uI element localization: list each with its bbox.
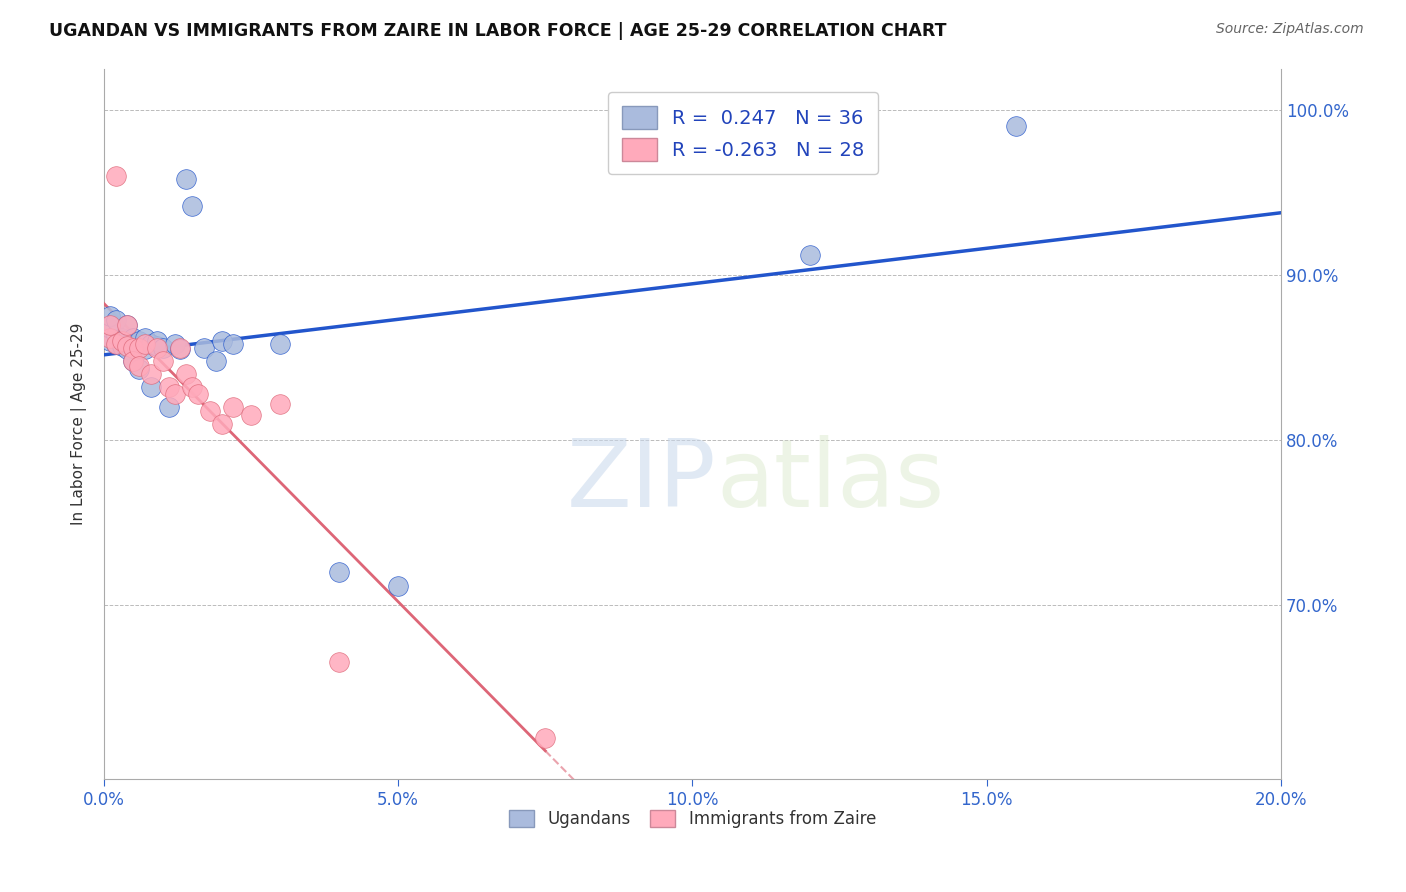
Point <box>328 655 350 669</box>
Point <box>157 400 180 414</box>
Point <box>134 331 156 345</box>
Point <box>157 380 180 394</box>
Point <box>122 339 145 353</box>
Point <box>222 337 245 351</box>
Point <box>169 341 191 355</box>
Legend: Ugandans, Immigrants from Zaire: Ugandans, Immigrants from Zaire <box>502 803 883 835</box>
Point <box>117 339 139 353</box>
Point <box>269 397 291 411</box>
Point <box>387 579 409 593</box>
Point <box>104 312 127 326</box>
Point <box>163 387 186 401</box>
Point <box>117 343 139 357</box>
Point <box>122 331 145 345</box>
Point <box>240 409 263 423</box>
Point <box>110 334 132 348</box>
Point <box>122 341 145 355</box>
Point <box>193 341 215 355</box>
Point <box>104 337 127 351</box>
Point <box>146 334 169 348</box>
Point <box>98 334 121 348</box>
Point <box>163 337 186 351</box>
Point <box>128 362 150 376</box>
Point <box>146 341 169 355</box>
Point <box>269 337 291 351</box>
Point <box>176 367 198 381</box>
Point <box>799 248 821 262</box>
Point <box>128 359 150 373</box>
Point <box>169 343 191 357</box>
Point <box>104 169 127 183</box>
Point <box>98 321 121 335</box>
Point <box>146 339 169 353</box>
Point <box>139 367 162 381</box>
Point <box>152 354 174 368</box>
Point <box>152 341 174 355</box>
Point <box>98 310 121 324</box>
Point <box>110 331 132 345</box>
Point <box>187 387 209 401</box>
Point <box>198 403 221 417</box>
Point <box>117 318 139 332</box>
Point <box>134 337 156 351</box>
Point <box>104 327 127 342</box>
Point <box>181 199 204 213</box>
Point <box>176 172 198 186</box>
Point <box>128 341 150 355</box>
Text: UGANDAN VS IMMIGRANTS FROM ZAIRE IN LABOR FORCE | AGE 25-29 CORRELATION CHART: UGANDAN VS IMMIGRANTS FROM ZAIRE IN LABO… <box>49 22 946 40</box>
Point <box>98 318 121 332</box>
Point <box>222 400 245 414</box>
Point <box>128 334 150 348</box>
Point <box>139 337 162 351</box>
Point <box>110 339 132 353</box>
Point <box>1005 120 1028 134</box>
Text: ZIP: ZIP <box>567 434 716 526</box>
Point <box>122 354 145 368</box>
Point <box>204 354 226 368</box>
Point <box>134 343 156 357</box>
Y-axis label: In Labor Force | Age 25-29: In Labor Force | Age 25-29 <box>72 323 87 524</box>
Point <box>139 380 162 394</box>
Point <box>122 354 145 368</box>
Point <box>98 331 121 345</box>
Text: Source: ZipAtlas.com: Source: ZipAtlas.com <box>1216 22 1364 37</box>
Point <box>104 337 127 351</box>
Point <box>211 334 233 348</box>
Point <box>328 566 350 580</box>
Point <box>117 318 139 332</box>
Point <box>211 417 233 431</box>
Point <box>534 731 557 745</box>
Point <box>181 380 204 394</box>
Text: atlas: atlas <box>716 434 945 526</box>
